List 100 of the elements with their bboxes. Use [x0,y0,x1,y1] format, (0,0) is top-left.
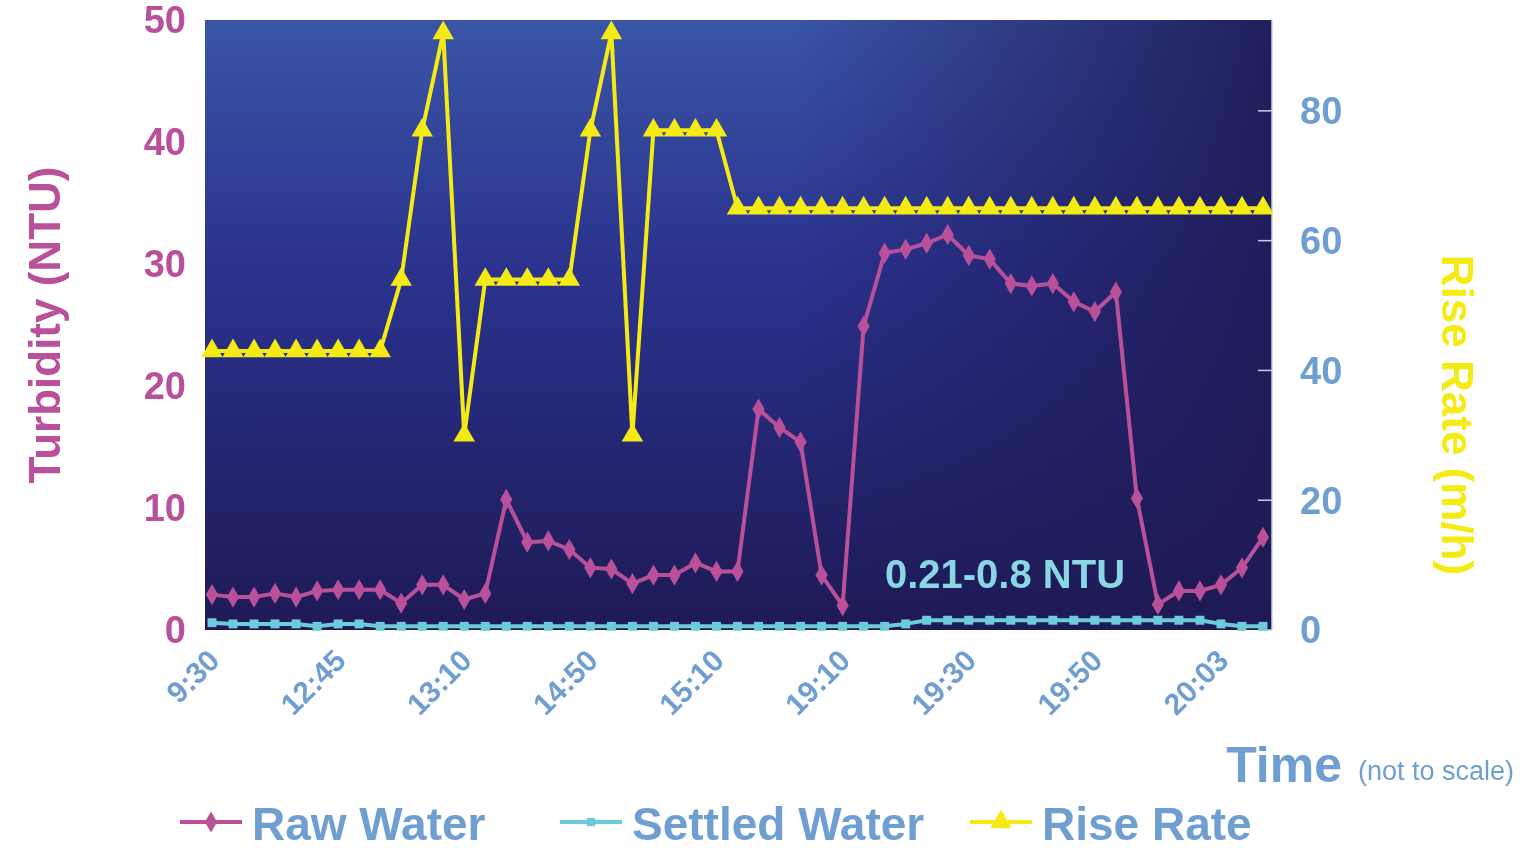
point [1231,195,1253,215]
point [663,117,686,137]
point [333,619,343,629]
y2-tick-label: 40 [1300,349,1343,392]
point [1195,615,1205,625]
point [1006,615,1016,625]
point [775,621,785,631]
point [474,267,497,286]
point [852,195,875,215]
point [243,338,265,358]
point [712,621,721,631]
point [495,267,518,286]
point [396,621,406,631]
point [1210,195,1232,215]
point [796,621,806,631]
point [1069,615,1079,625]
point [291,619,301,629]
y2-tick-label: 80 [1300,90,1343,133]
point [1126,195,1148,215]
point [1048,615,1058,625]
point [648,621,658,631]
point [585,621,595,631]
point [1042,195,1064,215]
point [627,621,637,631]
point [1147,195,1169,215]
point [754,621,763,631]
point [375,621,385,631]
point [432,20,454,40]
point [1084,195,1106,215]
point [417,621,427,631]
y2-tick-label: 60 [1300,219,1343,262]
point [348,338,370,358]
y2-tick-label: 20 [1300,479,1343,522]
text: (not to scale) [1358,756,1515,786]
point [354,619,364,629]
point [1027,615,1037,625]
point [1216,619,1226,629]
point [312,621,322,631]
point [1021,195,1043,215]
point [1189,195,1211,215]
point [1063,195,1085,215]
point [789,195,812,215]
point [1111,615,1121,625]
y-axis-title: Turbidity (NTU) [20,166,69,484]
point [264,338,286,358]
y-tick-label: 20 [143,365,186,408]
point [705,117,728,137]
point [390,267,412,286]
point [915,195,938,215]
y2-tick-label: 0 [1300,609,1322,652]
point [1258,621,1268,631]
point [1237,621,1247,631]
point [880,621,890,631]
point [306,338,328,358]
point [726,195,749,215]
point [1090,615,1100,625]
point [1105,195,1127,215]
y-tick-label: 40 [143,121,186,164]
point [369,338,391,358]
point [285,338,307,358]
point [501,621,511,631]
point [459,621,469,631]
point [564,621,574,631]
legend-label: Rise Rate [1042,798,1252,850]
point [964,615,974,625]
point [579,117,602,137]
point [438,621,448,631]
point [522,621,532,631]
point [957,195,980,215]
point [1174,615,1184,625]
point [922,615,932,625]
point [669,621,679,631]
point [1000,195,1022,215]
point [249,619,259,629]
point [1168,195,1190,215]
point [600,20,623,40]
point [201,338,223,358]
legend-label: Raw Water [252,798,486,850]
point [207,618,217,628]
point [747,195,770,215]
point [516,267,539,286]
point [558,267,581,286]
point [642,117,665,137]
point [894,195,917,215]
legend-label: Settled Water [632,798,925,850]
y-tick-label: 10 [143,487,186,530]
point [480,621,490,631]
point [978,195,1001,215]
point [768,195,791,215]
point [859,621,869,631]
point [228,619,238,629]
point [817,621,827,631]
point [684,117,707,137]
point [222,338,244,358]
point [838,621,848,631]
point [873,195,896,215]
point [831,195,854,215]
point [411,117,433,137]
point [270,619,280,629]
point [943,615,953,625]
